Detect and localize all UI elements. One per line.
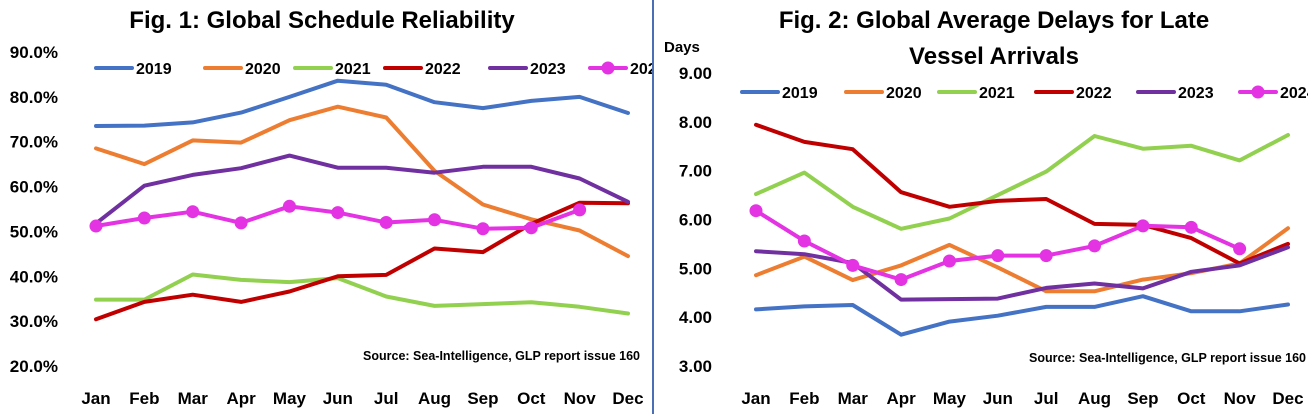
y-tick-label: 8.00	[679, 113, 712, 132]
series-line-2023	[94, 153, 630, 226]
y-tick-label: 30.0%	[10, 312, 58, 331]
series-point-2024	[428, 213, 442, 227]
series-point-2024	[524, 221, 538, 235]
source-note: Source: Sea-Intelligence, GLP report iss…	[363, 349, 640, 363]
series-point-2024	[1136, 219, 1150, 233]
y-axis-unit-label: Days	[664, 39, 700, 56]
x-tick-label: Feb	[789, 389, 819, 408]
series-line-2021	[754, 133, 1290, 231]
legend-label-2023: 2023	[1178, 85, 1214, 102]
source-note: Source: Sea-Intelligence, GLP report iss…	[1029, 351, 1306, 365]
y-tick-label: 60.0%	[10, 178, 58, 197]
series-line-2022	[754, 122, 1290, 266]
series-point-2024	[1039, 249, 1053, 263]
y-tick-label: 40.0%	[10, 267, 58, 286]
legend-marker-2024	[601, 61, 615, 75]
x-tick-label: May	[933, 389, 967, 408]
series-point-2024	[991, 249, 1005, 263]
series-point-2024	[1088, 239, 1102, 253]
series-line-2020	[94, 104, 630, 259]
legend-label-2020: 2020	[245, 61, 281, 78]
series-point-2024	[331, 206, 345, 220]
x-tick-label: Dec	[1272, 389, 1303, 408]
x-tick-label: Nov	[1224, 389, 1257, 408]
y-tick-label: 20.0%	[10, 357, 58, 376]
panel-divider	[652, 0, 654, 414]
chart-title-line: Vessel Arrivals	[909, 43, 1079, 70]
series-point-2024	[573, 203, 587, 217]
legend-marker-2024	[1251, 85, 1265, 99]
y-tick-label: 50.0%	[10, 222, 58, 241]
series-point-2024	[89, 219, 103, 233]
series-point-2024	[894, 273, 908, 287]
legend-label-2023: 2023	[530, 61, 566, 78]
series-point-2024	[749, 204, 763, 218]
x-tick-label: Apr	[886, 389, 916, 408]
chart-title-line: Fig. 2: Global Average Delays for Late	[779, 7, 1209, 34]
x-tick-label: Apr	[226, 389, 256, 408]
y-tick-label: 4.00	[679, 308, 712, 327]
legend-label-2021: 2021	[335, 61, 371, 78]
x-tick-label: Sep	[467, 389, 498, 408]
series-point-2024	[476, 222, 490, 236]
x-tick-label: Mar	[178, 389, 209, 408]
y-tick-label: 5.00	[679, 259, 712, 278]
legend-label-2019: 2019	[136, 61, 172, 78]
y-tick-label: 6.00	[679, 211, 712, 230]
y-tick-label: 7.00	[679, 162, 712, 181]
y-tick-label: 90.0%	[10, 43, 58, 62]
series-point-2024	[846, 258, 860, 272]
legend-label-2024: 2024	[1280, 85, 1308, 102]
series-point-2024	[379, 215, 393, 229]
y-tick-label: 70.0%	[10, 133, 58, 152]
x-tick-label: Jun	[323, 389, 353, 408]
x-tick-label: Mar	[838, 389, 869, 408]
x-tick-label: Oct	[1177, 389, 1206, 408]
series-line-2019	[754, 294, 1290, 337]
legend-label-2021: 2021	[979, 85, 1015, 102]
legend-label-2022: 2022	[1076, 85, 1112, 102]
legend-label-2022: 2022	[425, 61, 461, 78]
series-point-2024	[797, 234, 811, 248]
x-tick-label: Jul	[374, 389, 399, 408]
legend-label-2019: 2019	[782, 85, 818, 102]
y-tick-label: 9.00	[679, 64, 712, 83]
series-point-2024	[186, 205, 200, 219]
series-point-2024	[1233, 242, 1247, 256]
x-tick-label: Aug	[418, 389, 451, 408]
chart-title: Fig. 1: Global Schedule Reliability	[129, 7, 515, 34]
legend-label-2024: 2024	[630, 61, 652, 78]
x-tick-label: Jul	[1034, 389, 1059, 408]
x-tick-label: Jun	[983, 389, 1013, 408]
x-tick-label: Jan	[741, 389, 770, 408]
x-tick-label: Sep	[1127, 389, 1158, 408]
x-tick-label: Dec	[612, 389, 643, 408]
series-point-2024	[137, 211, 151, 225]
vessel-delays-chart: Fig. 2: Global Average Delays for Late Ve…	[664, 7, 1308, 408]
series-point-2024	[1184, 220, 1198, 234]
legend-label-2020: 2020	[886, 85, 922, 102]
series-line-2019	[94, 78, 630, 128]
series-line-2022	[94, 200, 630, 322]
x-tick-label: Oct	[517, 389, 546, 408]
series-point-2024	[282, 199, 296, 213]
schedule-reliability-chart: Fig. 1: Global Schedule Reliability 20.0%…	[10, 7, 652, 408]
series-line-2021	[94, 272, 630, 316]
x-tick-label: Jan	[81, 389, 110, 408]
series-point-2024	[942, 254, 956, 268]
series-point-2024	[234, 216, 248, 230]
x-tick-label: May	[273, 389, 307, 408]
y-tick-label: 3.00	[679, 357, 712, 376]
x-tick-label: Aug	[1078, 389, 1111, 408]
x-tick-label: Nov	[564, 389, 597, 408]
y-tick-label: 80.0%	[10, 88, 58, 107]
x-tick-label: Feb	[129, 389, 159, 408]
